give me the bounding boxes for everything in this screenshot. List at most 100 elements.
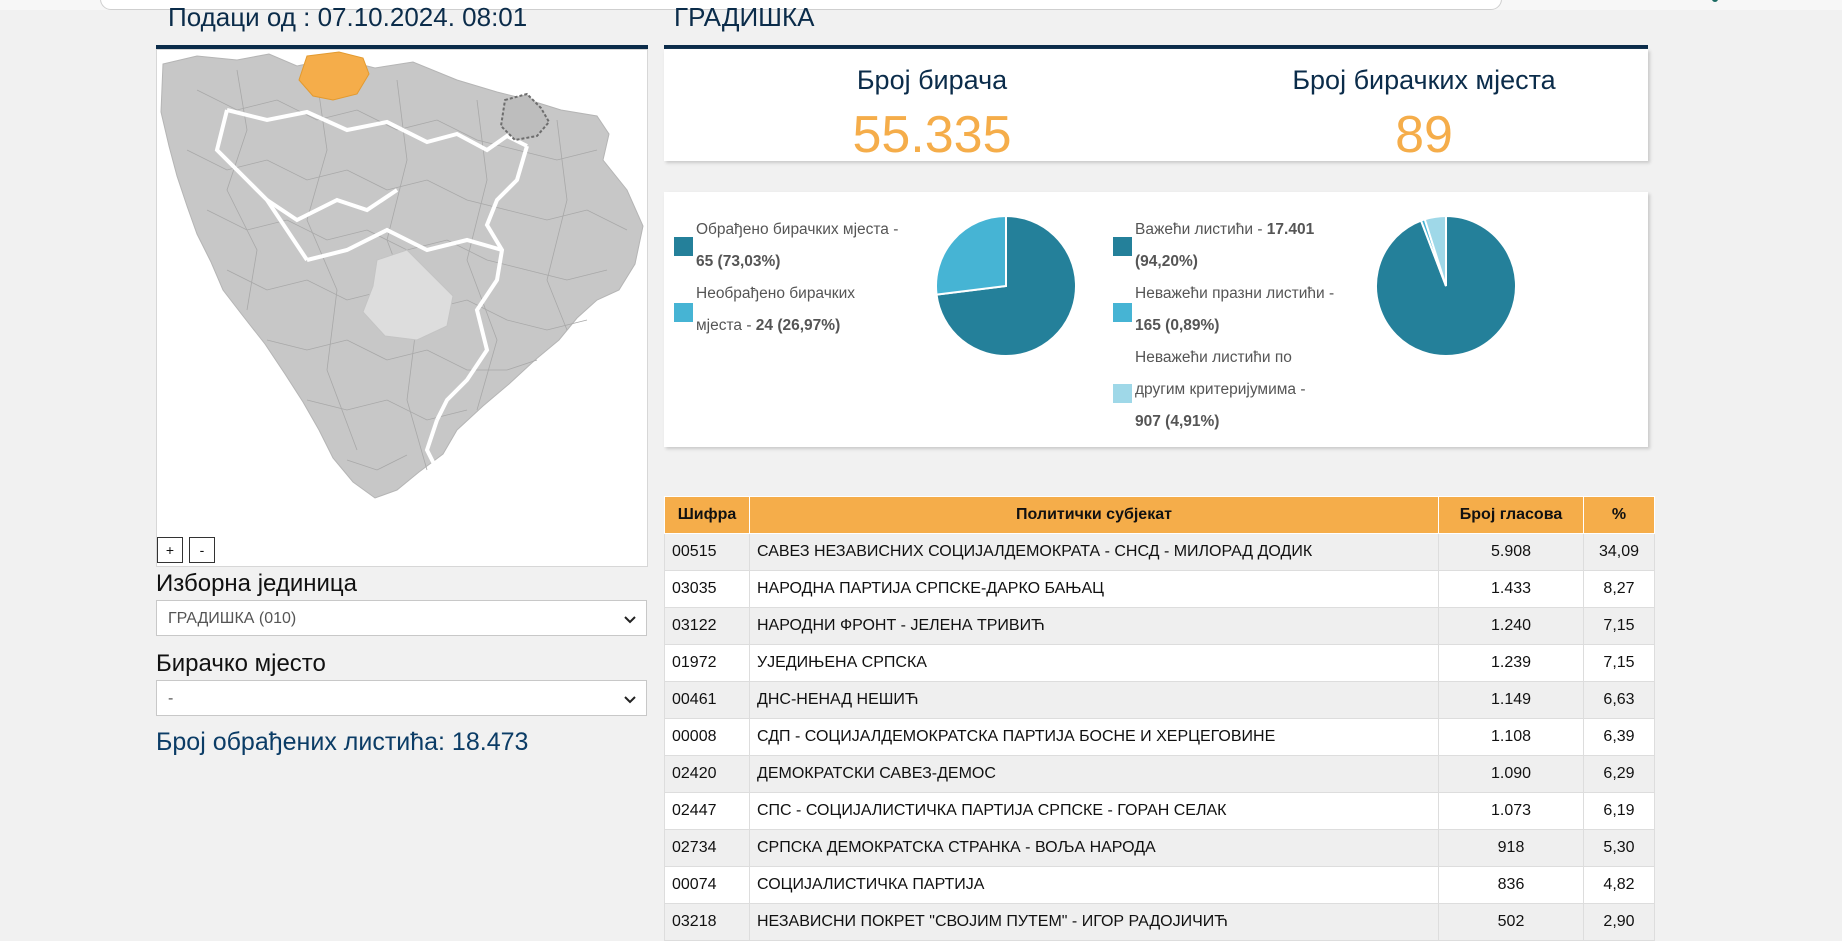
- legend-processed-stations: Обрађено бирачких мјеста - 65 (73,03%): [696, 214, 916, 278]
- data-timestamp: Подаци од : 07.10.2024. 08:01: [168, 2, 528, 32]
- legend-processed-value: 65 (73,03%): [696, 253, 781, 270]
- zoom-in-button[interactable]: +: [157, 537, 183, 563]
- legend-swatch-processed: [674, 237, 693, 256]
- stats-panel: Број бирача 55.335 Број бирачких мјеста …: [664, 49, 1648, 164]
- status-dot-icon: [1712, 0, 1718, 2]
- cell-party: САВЕЗ НЕЗАВИСНИХ СОЦИЈАЛДЕМОКРАТА - СНСД…: [749, 533, 1439, 571]
- table-row[interactable]: 02420 ДЕМОКРАТСКИ САВЕЗ-ДЕМОС 1.090 6,29: [664, 755, 1655, 793]
- column-header-party[interactable]: Политички субјекат: [749, 496, 1439, 534]
- legend-swatch-blank: [1113, 303, 1132, 322]
- table-row[interactable]: 00008 СДП - СОЦИЈАЛДЕМОКРАТСКА ПАРТИЈА БО…: [664, 718, 1655, 756]
- cell-code: 03035: [664, 570, 750, 608]
- legend-unprocessed-text: Необрађено бирачких мјеста -: [696, 285, 855, 334]
- legend-swatch-valid: [1113, 237, 1132, 256]
- cell-party: СПС - СОЦИЈАЛИСТИЧКА ПАРТИЈА СРПСКЕ - ГО…: [749, 792, 1439, 830]
- cell-party: НАРОДНА ПАРТИЈА СРПСКЕ-ДАРКО БАЊАЦ: [749, 570, 1439, 608]
- cell-code: 02420: [664, 755, 750, 793]
- cell-code: 00461: [664, 681, 750, 719]
- table-row[interactable]: 01972 УЈЕДИЊЕНА СРПСКА 1.239 7,15: [664, 644, 1655, 682]
- table-row[interactable]: 03122 НАРОДНИ ФРОНТ - ЈЕЛЕНА ТРИВИЋ 1.240 7…: [664, 607, 1655, 645]
- table-row[interactable]: 03035 НАРОДНА ПАРТИЈА СРПСКЕ-ДАРКО БАЊАЦ 1…: [664, 570, 1655, 608]
- map-highlighted-region[interactable]: [298, 51, 370, 101]
- column-header-votes[interactable]: Број гласова: [1438, 496, 1584, 534]
- municipality-title: ГРАДИШКА: [674, 2, 815, 32]
- table-row[interactable]: 02447 СПС - СОЦИЈАЛИСТИЧКА ПАРТИЈА СРПСКЕ…: [664, 792, 1655, 830]
- cell-percent: 34,09: [1583, 533, 1655, 571]
- legend-other-ballots: Неважећи листићи по другим критеријумима…: [1135, 342, 1335, 438]
- chevron-down-icon: [624, 616, 636, 624]
- cell-code: 02447: [664, 792, 750, 830]
- cell-votes: 1.239: [1438, 644, 1584, 682]
- map-light-region: [362, 249, 454, 341]
- cell-code: 00008: [664, 718, 750, 756]
- column-header-percent[interactable]: %: [1583, 496, 1655, 534]
- country-map[interactable]: [157, 50, 647, 566]
- cell-votes: 5.908: [1438, 533, 1584, 571]
- map-panel[interactable]: [156, 49, 648, 567]
- cell-votes: 1.108: [1438, 718, 1584, 756]
- legend-valid-text: Важећи листићи -: [1135, 221, 1267, 238]
- table-row[interactable]: 00515 САВЕЗ НЕЗАВИСНИХ СОЦИЈАЛДЕМОКРАТА -…: [664, 533, 1655, 571]
- map-entity-line: [214, 108, 529, 502]
- cell-party: ДНС-НЕНАД НЕШИЋ: [749, 681, 1439, 719]
- cell-votes: 1.073: [1438, 792, 1584, 830]
- browser-bar: [0, 0, 1842, 10]
- cell-votes: 1.090: [1438, 755, 1584, 793]
- municipality-header: ГРАДИШКА: [664, 0, 1648, 49]
- chevron-down-icon: [624, 696, 636, 704]
- data-timestamp-header: Подаци од : 07.10.2024. 08:01: [156, 0, 648, 49]
- polling-station-value: -: [168, 690, 174, 707]
- cell-percent: 6,29: [1583, 755, 1655, 793]
- legend-swatch-other: [1113, 384, 1132, 403]
- cell-party: НАРОДНИ ФРОНТ - ЈЕЛЕНА ТРИВИЋ: [749, 607, 1439, 645]
- legend-valid-ballots: Важећи листићи - 17.401 (94,20%): [1135, 214, 1355, 278]
- cell-votes: 1.149: [1438, 681, 1584, 719]
- electoral-unit-value: ГРАДИШКА (010): [168, 610, 297, 627]
- legend-blank-ballots: Неважећи празни листићи - 165 (0,89%): [1135, 278, 1355, 342]
- stations-pie-slice-2[interactable]: [935, 214, 1007, 296]
- cell-party: ДЕМОКРАТСКИ САВЕЗ-ДЕМОС: [749, 755, 1439, 793]
- polling-station-select[interactable]: -: [156, 680, 647, 716]
- cell-percent: 7,15: [1583, 644, 1655, 682]
- cell-percent: 6,19: [1583, 792, 1655, 830]
- table-row[interactable]: 00074 СОЦИЈАЛИСТИЧКА ПАРТИЈА 836 4,82: [664, 866, 1655, 904]
- polling-station-label: Бирачко мјесто: [156, 650, 326, 677]
- column-header-code[interactable]: Шифра: [664, 496, 750, 534]
- legend-unprocessed-stations: Необрађено бирачких мјеста - 24 (26,97%): [696, 278, 896, 342]
- results-table: Шифра Политички субјекат Број гласова % …: [664, 496, 1655, 941]
- legend-blank-text: Неважећи празни листићи -: [1135, 285, 1335, 302]
- table-row[interactable]: 00461 ДНС-НЕНАД НЕШИЋ 1.149 6,63: [664, 681, 1655, 719]
- legend-unprocessed-value: 24 (26,97%): [755, 317, 841, 334]
- voters-label: Број бирача: [856, 65, 1008, 95]
- cell-code: 02734: [664, 829, 750, 867]
- stations-value: 89: [1395, 106, 1453, 164]
- electoral-unit-label: Изборна јединица: [156, 570, 358, 597]
- cell-percent: 7,15: [1583, 607, 1655, 645]
- legend-valid-value: 17.401 (94,20%): [1135, 221, 1315, 270]
- legend-processed-text: Обрађено бирачких мјеста -: [696, 221, 899, 238]
- ballots-pie-slice-3[interactable]: [1423, 214, 1447, 287]
- electoral-unit-select[interactable]: ГРАДИШКА (010): [156, 600, 647, 636]
- ballots-pie-chart[interactable]: [1373, 213, 1519, 359]
- cell-party: УЈЕДИЊЕНА СРПСКА: [749, 644, 1439, 682]
- cell-votes: 1.433: [1438, 570, 1584, 608]
- cell-votes: 836: [1438, 866, 1584, 904]
- cell-party: СДП - СОЦИЈАЛДЕМОКРАТСКА ПАРТИЈА БОСНЕ И…: [749, 718, 1439, 756]
- cell-percent: 6,63: [1583, 681, 1655, 719]
- table-header-row: Шифра Политички субјекат Број гласова %: [664, 496, 1655, 534]
- cell-code: 00074: [664, 866, 750, 904]
- cell-percent: 5,30: [1583, 829, 1655, 867]
- stations-pie-chart[interactable]: [933, 213, 1079, 359]
- cell-percent: 6,39: [1583, 718, 1655, 756]
- cell-party: СРПСКА ДЕМОКРАТСКА СТРАНКА - ВОЉА НАРОДА: [749, 829, 1439, 867]
- cell-votes: 918: [1438, 829, 1584, 867]
- charts-panel: Обрађено бирачких мјеста - 65 (73,03%) Н…: [664, 192, 1648, 447]
- zoom-out-button[interactable]: -: [189, 537, 215, 563]
- stations-label: Број бирачких мјеста: [1292, 65, 1556, 95]
- cell-party: СОЦИЈАЛИСТИЧКА ПАРТИЈА: [749, 866, 1439, 904]
- processed-ballots-count: Број обрађених листића: 18.473: [156, 728, 529, 756]
- cell-code: 00515: [664, 533, 750, 571]
- table-row[interactable]: 02734 СРПСКА ДЕМОКРАТСКА СТРАНКА - ВОЉА Н…: [664, 829, 1655, 867]
- map-district-outline[interactable]: [499, 92, 551, 142]
- cell-votes: 1.240: [1438, 607, 1584, 645]
